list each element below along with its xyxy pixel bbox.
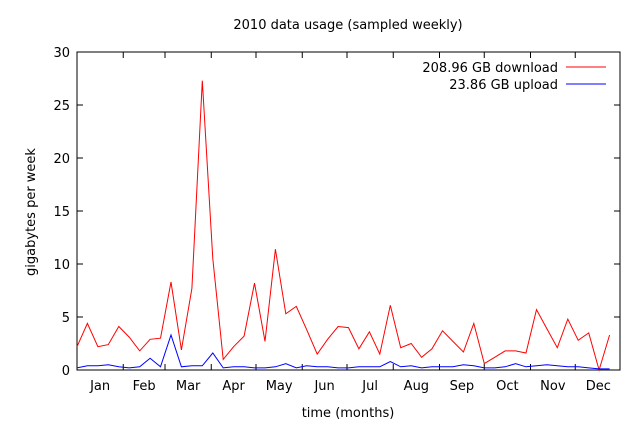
legend-label-upload: 23.86 GB upload [449,78,558,93]
y-tick-label: 25 [53,99,70,114]
series-lines [76,80,611,372]
x-axis-label: time (months) [302,406,395,421]
x-tick-label-jan: Jan [89,379,110,394]
plot-frame [76,51,621,371]
y-tick-label: 5 [62,311,70,326]
x-tick-label-may: May [266,379,293,394]
chart-title: 2010 data usage (sampled weekly) [233,18,462,33]
y-tick-label: 15 [53,205,70,220]
x-tick-label-apr: Apr [222,379,245,394]
y-tick-label: 20 [53,152,70,167]
y-tick-label: 30 [53,46,70,61]
y-axis-label: gigabytes per week [24,148,39,276]
x-tick-label-jul: Jul [361,379,378,394]
x-tick-label-sep: Sep [450,379,475,394]
x-tick-label-oct: Oct [496,379,518,394]
x-tick-label-feb: Feb [133,379,156,394]
x-tick-label-mar: Mar [176,379,201,394]
x-tick-label-dec: Dec [586,379,611,394]
y-tick-label: 0 [62,364,70,379]
y-axis: 0 5 10 15 20 25 30 [53,46,620,379]
x-axis: Jan Feb Mar Apr May Jun Jul Aug Sep Oct Nov Dec [89,52,611,394]
legend-label-download: 208.96 GB download [422,61,558,76]
series-line-download [76,80,611,372]
legend: 208.96 GB download 23.86 GB upload [422,61,606,93]
x-tick-label-nov: Nov [540,379,566,394]
series-line-upload [76,333,610,370]
x-tick-label-jun: Jun [313,379,334,394]
y-tick-label: 10 [53,258,70,273]
x-tick-label-aug: Aug [404,379,429,394]
